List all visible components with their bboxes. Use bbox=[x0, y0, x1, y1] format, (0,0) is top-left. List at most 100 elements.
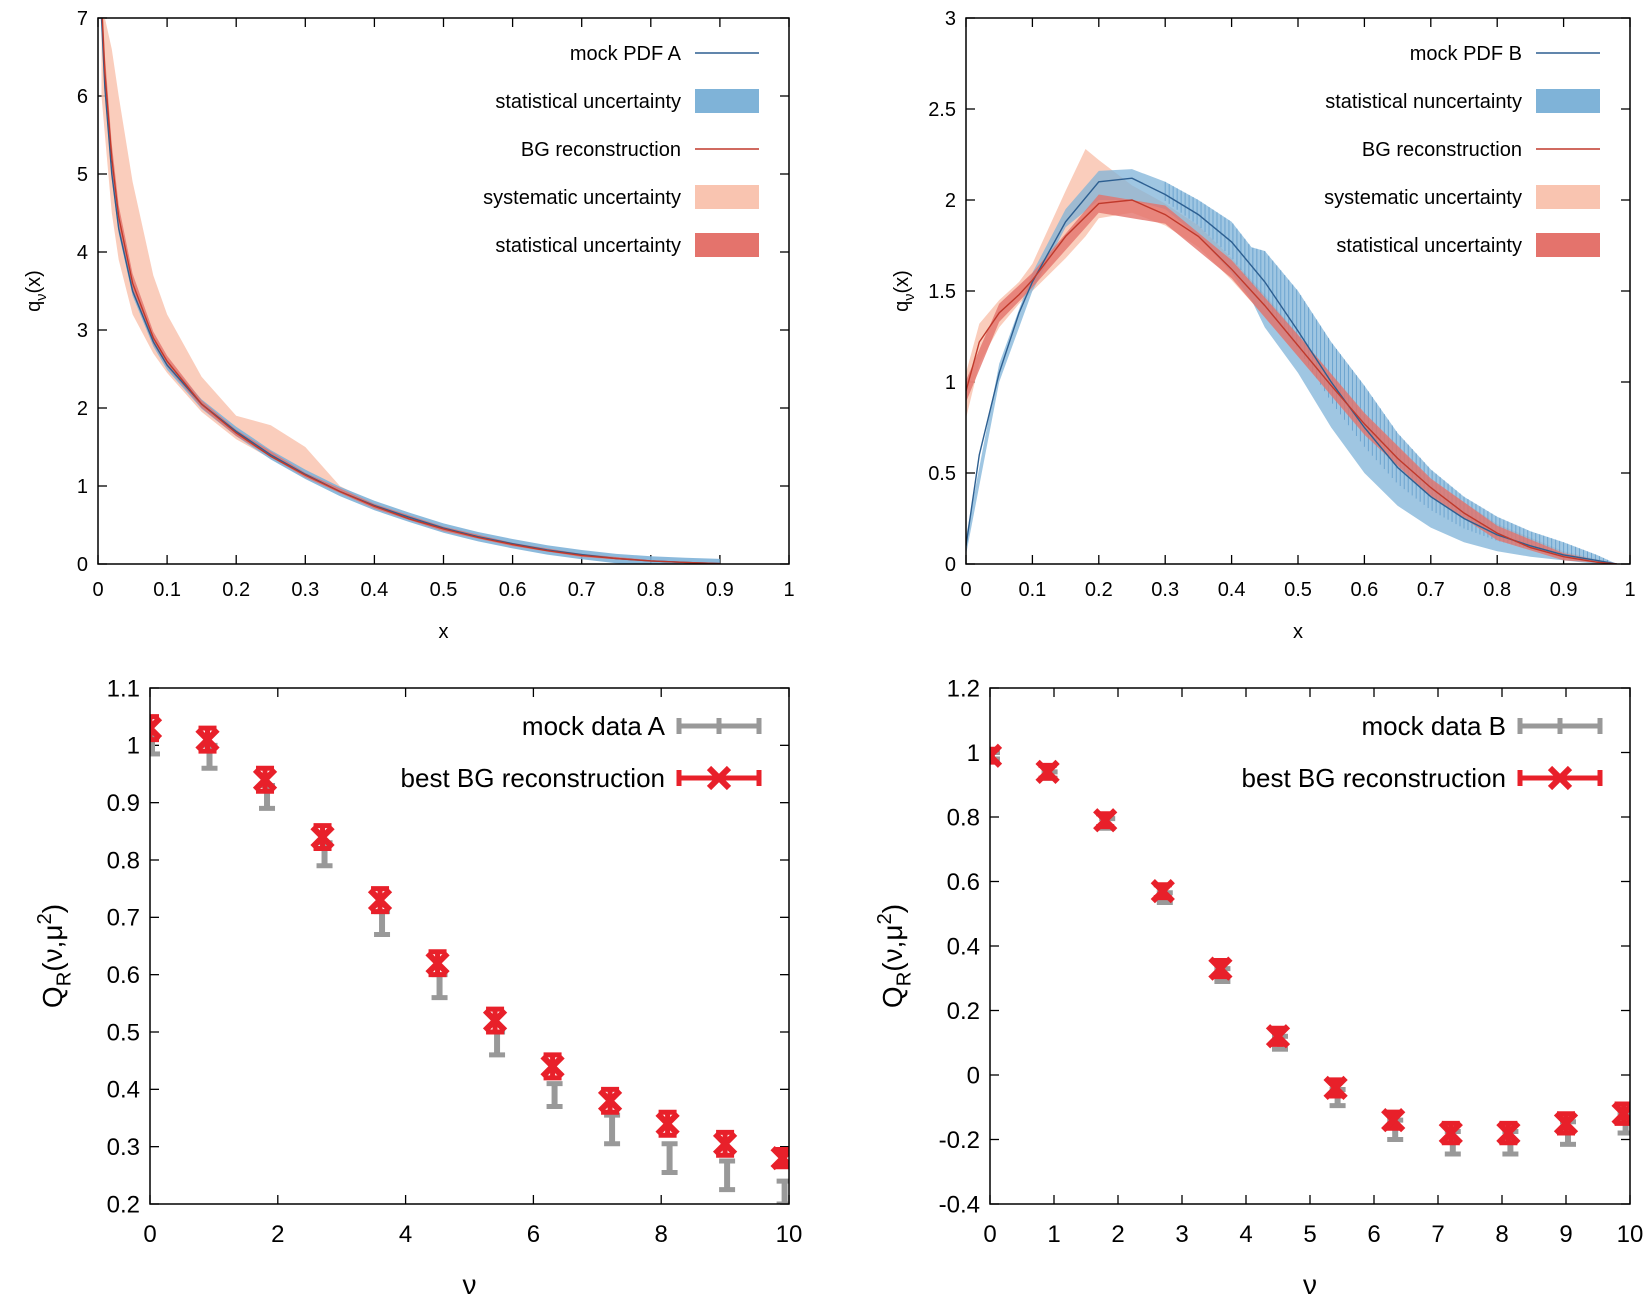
y-tick-label: 0.6 bbox=[947, 869, 980, 896]
x-tick-label: 3 bbox=[1175, 1221, 1188, 1248]
y-axis-label: QR(ν,μ2) bbox=[34, 904, 76, 1008]
cross-marker bbox=[990, 751, 1003, 768]
x-tick-label: 4 bbox=[1239, 1221, 1252, 1248]
y-tick-label: 0.9 bbox=[107, 790, 140, 817]
x-tick-label: 0 bbox=[960, 579, 971, 601]
legend-label: mock data B bbox=[1361, 711, 1506, 741]
x-tick-label: 2 bbox=[1111, 1221, 1124, 1248]
legend: mock PDF B statistical nuncertainty BG rec… bbox=[1324, 43, 1600, 257]
itd-panel-3: 0 1 2 3 4 5 6 7 8 9 10 -0.4 -0.2 0 0.2 0.4 0.6 0.8 1 1.2 moc… bbox=[874, 675, 1643, 1300]
x-tick-label: 0.5 bbox=[430, 579, 458, 601]
reconstruction-point bbox=[1150, 879, 1175, 904]
legend-label: statistical nuncertainty bbox=[1325, 91, 1522, 113]
y-tick-label: 2.5 bbox=[928, 99, 956, 121]
legend-key-marker bbox=[1547, 765, 1573, 791]
x-axis-label: ν bbox=[463, 1269, 477, 1300]
plot-area bbox=[990, 743, 1630, 1157]
y-axis-label-sub: R bbox=[893, 972, 915, 987]
legend-label: best BG reconstruction bbox=[1242, 763, 1506, 793]
legend-key-marker bbox=[706, 765, 732, 791]
y-axis-label-main: q bbox=[23, 301, 45, 312]
x-tick-label: 0.3 bbox=[1151, 579, 1179, 601]
x-tick-label: 10 bbox=[776, 1221, 803, 1248]
legend-label: mock PDF A bbox=[570, 43, 682, 65]
legend-key-sys bbox=[695, 185, 759, 209]
y-tick-label: 0 bbox=[77, 554, 88, 576]
x-tick-label: 4 bbox=[399, 1221, 412, 1248]
x-tick-label: 0.2 bbox=[1085, 579, 1113, 601]
y-tick-label: 1 bbox=[945, 372, 956, 394]
y-tick-label: 0.8 bbox=[107, 847, 140, 874]
legend-label: statistical uncertainty bbox=[495, 91, 681, 113]
reconstruction-point bbox=[990, 743, 1003, 768]
y-tick-label: 0.6 bbox=[107, 962, 140, 989]
pdf-panel-1: 0 0.1 0.2 0.3 0.4 0.5 0.6 0.7 0.8 0.9 1 0 0.5 1 1.5 2 2.… bbox=[891, 8, 1636, 643]
y-tick-label: 0.8 bbox=[947, 804, 980, 831]
y-tick-label: 1 bbox=[967, 740, 980, 767]
y-tick-label: 0.4 bbox=[947, 933, 980, 960]
y-axis-label-end: ) bbox=[877, 904, 908, 913]
cross-marker bbox=[1093, 808, 1118, 833]
y-tick-label: 2 bbox=[945, 190, 956, 212]
y-tick-label: 4 bbox=[77, 242, 88, 264]
reconstruction-point bbox=[150, 714, 163, 743]
y-tick-label: 2 bbox=[77, 398, 88, 420]
reconstruction-point bbox=[1438, 1120, 1463, 1146]
cross-marker bbox=[1553, 1111, 1579, 1136]
cross-marker bbox=[1496, 1120, 1521, 1146]
x-tick-label: 0.1 bbox=[153, 579, 181, 601]
x-tick-label: 8 bbox=[655, 1221, 668, 1248]
legend-label: BG reconstruction bbox=[1362, 139, 1522, 161]
legend-label: best BG reconstruction bbox=[401, 763, 665, 793]
y-tick-label: 0.2 bbox=[947, 998, 980, 1025]
x-tick-label: 0.2 bbox=[222, 579, 250, 601]
x-tick-label: 5 bbox=[1303, 1221, 1316, 1248]
reconstruction-point bbox=[1496, 1120, 1521, 1146]
legend: mock data B best BG reconstruction bbox=[1242, 711, 1603, 793]
y-tick-label: 7 bbox=[77, 8, 88, 30]
cross-marker bbox=[425, 951, 450, 976]
x-tick-label: 1 bbox=[1047, 1221, 1060, 1248]
legend-key-stat-red bbox=[695, 233, 759, 257]
x-tick-label: 1 bbox=[783, 579, 794, 601]
y-axis-label: qν(x) bbox=[891, 270, 918, 312]
reconstruction-point bbox=[195, 725, 220, 754]
x-tick-label: 0.8 bbox=[637, 579, 665, 601]
reconstruction-point bbox=[540, 1052, 565, 1081]
x-tick-label: 0.9 bbox=[706, 579, 734, 601]
x-tick-label: 7 bbox=[1431, 1221, 1444, 1248]
y-axis-label-end: ) bbox=[37, 904, 68, 913]
x-tick-label: 0.7 bbox=[1417, 579, 1445, 601]
reconstruction-point bbox=[367, 886, 393, 915]
mock-data-point bbox=[719, 1158, 736, 1193]
legend: mock PDF A statistical uncertainty BG reco… bbox=[483, 43, 759, 257]
mock-data-point bbox=[374, 909, 391, 938]
bg-reconstruction-line bbox=[966, 199, 1617, 564]
x-tick-label: 0 bbox=[143, 1221, 156, 1248]
reconstruction-point bbox=[1208, 956, 1233, 981]
cross-marker bbox=[482, 1008, 508, 1033]
legend-label: mock PDF B bbox=[1410, 43, 1522, 65]
y-axis-label-main: q bbox=[891, 301, 913, 312]
y-axis-label: QR(ν,μ2) bbox=[874, 904, 916, 1008]
x-tick-label: 0.5 bbox=[1284, 579, 1312, 601]
cross-marker bbox=[1208, 956, 1233, 981]
legend-key-stat-blue bbox=[1536, 89, 1600, 113]
cross-marker bbox=[1611, 1103, 1630, 1126]
bg-reconstruction-line bbox=[101, 18, 720, 564]
cross-marker bbox=[712, 1131, 738, 1156]
pdf-panel-0: 0 0.1 0.2 0.3 0.4 0.5 0.6 0.7 0.8 0.9 1 0 1 2 3 4 5 6 7 moc… bbox=[23, 8, 795, 643]
y-tick-label: 1.2 bbox=[947, 675, 980, 702]
x-tick-label: 0.8 bbox=[1483, 579, 1511, 601]
y-tick-label: -0.4 bbox=[939, 1191, 980, 1218]
cross-marker bbox=[655, 1111, 680, 1136]
cross-marker bbox=[1323, 1075, 1348, 1101]
plot-frame bbox=[989, 687, 1631, 1205]
reconstruction-point bbox=[655, 1109, 680, 1138]
y-axis-label-main: Q bbox=[877, 986, 908, 1008]
y-tick-label: 0.5 bbox=[107, 1019, 140, 1046]
x-tick-label: 10 bbox=[1617, 1221, 1643, 1248]
x-tick-label: 9 bbox=[1559, 1221, 1572, 1248]
x-tick-label: 1 bbox=[1624, 579, 1635, 601]
